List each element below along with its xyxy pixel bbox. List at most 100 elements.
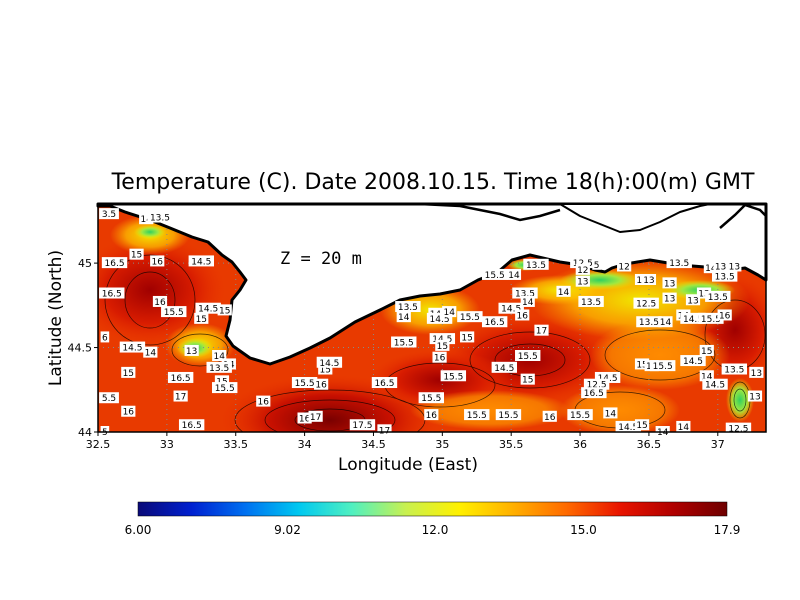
colorbar-tick-label: 17.9 [714, 523, 741, 537]
contour-label-text: 15.5 [295, 379, 315, 389]
contour-label-text: 12 [618, 262, 629, 272]
contour-label: 14 [139, 213, 154, 225]
contour-label-text: 14 [145, 349, 157, 359]
contour-label-text: 14 [508, 271, 520, 281]
contour-label: 14.5 [119, 341, 146, 354]
contour-label-text: 15.5 [485, 271, 505, 281]
contour-label-box [515, 350, 541, 361]
contour-label: 14.5 [188, 255, 214, 267]
contour-label-box [184, 344, 199, 356]
contour-label: 13.5 [395, 301, 421, 313]
x-tick-label: 37 [711, 438, 725, 451]
contour-label-text: 15 [701, 347, 712, 357]
contour-label-box [520, 295, 535, 307]
contour-label-text: 13 [751, 369, 762, 379]
contour-label-text: 12.5 [728, 425, 748, 435]
contour-label: 12 [575, 263, 590, 276]
contour-label-box [705, 290, 731, 302]
contour-label: 13 [713, 260, 728, 272]
contour-label: 13.5 [666, 257, 692, 269]
contour-label: 15 [318, 363, 333, 376]
contour-label-text: 15.5 [215, 384, 235, 394]
contour-label-box [713, 260, 728, 272]
contour-label-box [676, 420, 691, 432]
contour-label-text: 14 [140, 215, 152, 225]
contour-label: 13 [575, 275, 590, 288]
contour-label-box [727, 260, 742, 272]
contour-label-box [699, 370, 714, 382]
contour-label-text: 5 [594, 261, 600, 271]
contour-label-box [556, 285, 571, 297]
contour-label-text: 13.5 [708, 293, 728, 303]
x-tick-label: 36 [573, 438, 587, 451]
contour-label-box [395, 301, 421, 313]
contour-label: 12.5 [583, 378, 610, 391]
contour-label-box [666, 257, 692, 269]
x-tick-label: 33 [160, 438, 174, 451]
contour-label: 13 [184, 344, 199, 357]
contour-label: 16 [424, 409, 439, 421]
contour-label-text: 13 [715, 262, 726, 272]
contour-label-text: 13 [643, 276, 654, 286]
contour-label-box [594, 371, 621, 383]
contour-label-text: 16 [315, 381, 327, 391]
contour-label-box [371, 377, 398, 389]
contour-label-text: 13.5 [150, 214, 170, 224]
contour-label: 16 [297, 412, 312, 424]
contour-label: 13 [747, 390, 763, 403]
contour-label-box [615, 420, 641, 432]
contour-label-text: 12.5 [587, 381, 607, 391]
contour-label: 14.5 [195, 302, 221, 315]
contour-label-box [349, 419, 376, 431]
contour-label-text: 15.5 [421, 394, 441, 404]
contour-label-text: 13 [577, 278, 588, 288]
colorbar-tick-label: 12.0 [422, 523, 449, 537]
contour-label: 15 [699, 344, 714, 357]
contour-label-text: 5.5 [102, 394, 116, 404]
contour-label-box [101, 257, 128, 269]
contour-label: 15 [121, 366, 136, 379]
contour-label-text: 16 [151, 257, 163, 267]
land-masks [96, 202, 768, 366]
contour-label-text: 13 [186, 347, 197, 357]
contour-label-box [633, 297, 659, 309]
y-axis: 44 44.5 45 [68, 257, 98, 439]
contour-label-text: 14 [605, 409, 617, 419]
contour-label-box [567, 409, 593, 421]
x-tick-label: 36.5 [637, 438, 662, 451]
contour-label: 14 [658, 316, 673, 328]
contour-label-text: 15.5 [653, 362, 673, 372]
contour-label-box [725, 422, 752, 434]
contour-label-box [575, 275, 590, 287]
y-axis-title: Latitude (North) [46, 250, 66, 386]
contour-label: 15.5 [481, 268, 508, 281]
y-tick-label: 44.5 [68, 342, 93, 355]
contour-label-text: 16.5 [374, 379, 394, 389]
contour-label: 15.5 [291, 377, 318, 389]
contour-label-text: 15 [196, 315, 207, 325]
contour-label: 13 [662, 277, 677, 289]
contour-label-box [147, 211, 173, 223]
contour-label-box [662, 277, 677, 289]
contour-label-box [129, 248, 144, 260]
contour-label-text: 16.5 [182, 421, 202, 431]
contour-label-text: 16 [299, 414, 311, 424]
contour-label-text: 15 [219, 306, 230, 316]
contour-label-text: 13 [698, 290, 709, 300]
contour-label-text: 13.5 [724, 366, 744, 376]
contour-label: 14 [676, 420, 691, 433]
contour-label-text: 17 [310, 413, 321, 423]
contour-label-box [603, 407, 618, 419]
contour-label-box [167, 371, 194, 383]
contour-label: 16 [432, 351, 447, 364]
contour-label: 13.5 [523, 258, 549, 271]
contour-label-text: 14.5 [705, 381, 725, 391]
contour-label-text: 14.5 [430, 315, 450, 325]
contour-label: 15 [435, 339, 450, 352]
contour-label-text: 15 [636, 421, 647, 431]
contour-label-box [426, 312, 453, 324]
contour-label-box [698, 312, 724, 324]
y-tick-label: 44 [78, 426, 92, 439]
contour-label-text: 17.5 [352, 421, 372, 431]
